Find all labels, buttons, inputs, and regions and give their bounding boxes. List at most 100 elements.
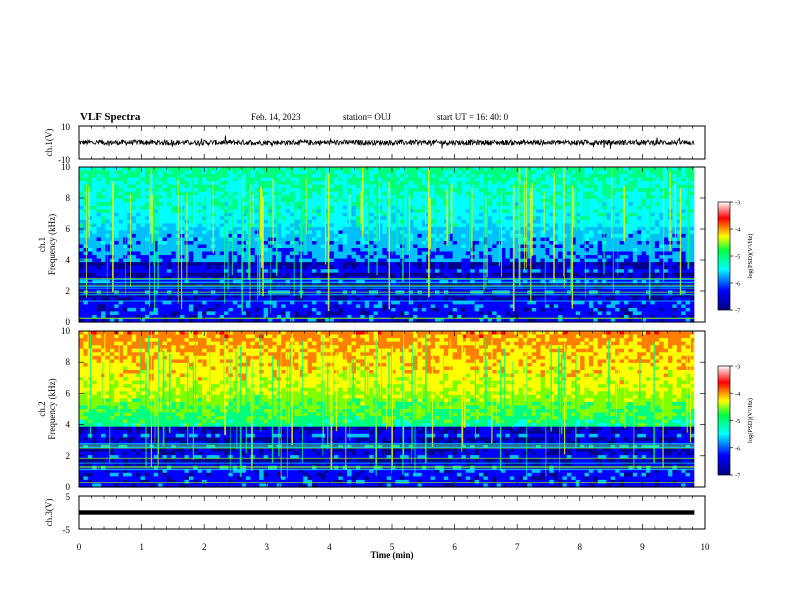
spectrogram-cell	[325, 269, 331, 274]
spectrogram-cell	[342, 195, 348, 200]
spectrogram-cell	[202, 244, 208, 249]
spectrogram-cell	[219, 219, 225, 224]
spectrogram-cell	[312, 181, 317, 186]
spectrogram-cell	[448, 216, 454, 221]
spectrogram-cell	[593, 248, 599, 253]
spectrogram-cell	[395, 248, 401, 253]
spectrogram-cell	[544, 216, 550, 221]
spectrogram-cell	[681, 233, 687, 238]
spectrogram-cell	[430, 181, 436, 186]
spectrogram-cell	[377, 244, 383, 249]
spectrogram-cell	[325, 167, 331, 172]
spectrogram-cell	[505, 202, 511, 207]
spectrogram-cell	[690, 202, 695, 207]
spectrogram-cell	[584, 286, 590, 291]
spectrogram-cell	[619, 202, 625, 207]
spectrogram-cell	[127, 237, 133, 242]
spectrogram-cell	[96, 181, 102, 186]
spectrogram-cell	[180, 219, 186, 224]
spectrogram-cell	[558, 255, 564, 260]
spectrogram-cell	[197, 170, 203, 175]
spectrogram-cell	[285, 223, 291, 228]
spectrogram-cell	[118, 195, 124, 200]
spectrogram-cell	[228, 233, 234, 238]
spectrogram-cell	[448, 188, 454, 193]
spectrogram-cell	[237, 230, 243, 235]
spectrogram-cell	[690, 244, 695, 249]
spectrogram-cell	[83, 226, 89, 231]
spectrogram-cell	[676, 244, 682, 249]
spectrogram-cell	[654, 244, 660, 249]
spectrogram-cell	[158, 202, 164, 207]
spectrogram-cell	[333, 205, 339, 210]
spectrogram-cell	[312, 272, 317, 277]
spectrogram-cell	[83, 241, 89, 246]
spectrogram-cell	[470, 174, 476, 179]
spectrogram-cell	[215, 195, 221, 200]
spectrogram-cell	[101, 191, 106, 196]
spectrogram-cell	[404, 262, 410, 267]
spectrogram-cell	[417, 216, 423, 221]
spectrogram-cell	[690, 233, 695, 238]
spectrogram-cell	[663, 167, 669, 172]
spectrogram-cell	[544, 258, 550, 263]
spectrogram-cell	[263, 251, 269, 256]
spectrogram-cell	[676, 209, 682, 214]
spectrogram-cell	[395, 255, 401, 260]
spectrogram-cell	[285, 269, 291, 274]
spectrogram-cell	[430, 219, 436, 224]
spectrogram-cell	[562, 216, 568, 221]
spectrogram-cell	[272, 195, 278, 200]
spectrogram-cell	[290, 286, 295, 291]
spectrogram-cell	[153, 219, 159, 224]
spectrogram-cell	[153, 244, 159, 249]
spectrogram-cell	[606, 195, 612, 200]
spectrogram-cell	[338, 230, 344, 235]
spectrogram-cell	[342, 181, 348, 186]
spectrogram-cell	[153, 233, 159, 238]
spectrogram-cell	[531, 181, 537, 186]
spectrogram-cell	[505, 233, 511, 238]
spectrogram-cell	[448, 244, 454, 249]
spectrogram-cell	[549, 286, 555, 291]
spectrogram-cell	[452, 170, 458, 175]
spectrogram-cell	[562, 265, 568, 270]
spectrogram-cell	[153, 226, 159, 231]
spectrogram-cell	[312, 184, 317, 189]
spectrogram-cell	[404, 251, 410, 256]
spectrogram-cell	[452, 198, 458, 203]
spectrogram-cell	[162, 170, 168, 175]
spectrogram-cell	[562, 237, 568, 242]
spectrogram-cell	[443, 248, 449, 253]
spectrogram-cell	[681, 174, 687, 179]
spectrogram-cell	[452, 251, 458, 256]
spectrogram-cell	[571, 237, 577, 242]
spectrogram-cell	[681, 202, 687, 207]
spectrogram-cell	[558, 195, 564, 200]
spectrogram-cell	[355, 205, 361, 210]
spectrogram-cell	[268, 184, 273, 189]
spectrogram-cell	[470, 181, 476, 186]
spectrogram-cell	[628, 174, 634, 179]
spectrogram-cell	[140, 167, 146, 172]
spectrogram-cell	[386, 174, 392, 179]
spectrogram-cell	[96, 184, 102, 189]
spectrogram-cell	[408, 233, 414, 238]
spectrogram-cell	[593, 272, 599, 277]
spectrogram-cell	[492, 195, 498, 200]
spectrogram-cell	[193, 272, 199, 277]
spectrogram-cell	[140, 286, 146, 291]
spectrogram-cell	[105, 202, 111, 207]
spectrogram-cell	[527, 202, 533, 207]
spectrogram-cell	[118, 265, 124, 270]
spectrogram-cell	[101, 226, 106, 231]
spectrogram-cell	[250, 286, 256, 291]
spectrogram-cell	[232, 205, 238, 210]
spectrogram-cell	[439, 237, 445, 242]
spectrogram-cell	[470, 269, 476, 274]
spectrogram-cell	[140, 219, 146, 224]
spectrogram-cell	[105, 286, 111, 291]
spectrogram-cell	[404, 230, 410, 235]
spectrogram-cell	[544, 223, 550, 228]
spectrogram-cell	[650, 251, 656, 256]
